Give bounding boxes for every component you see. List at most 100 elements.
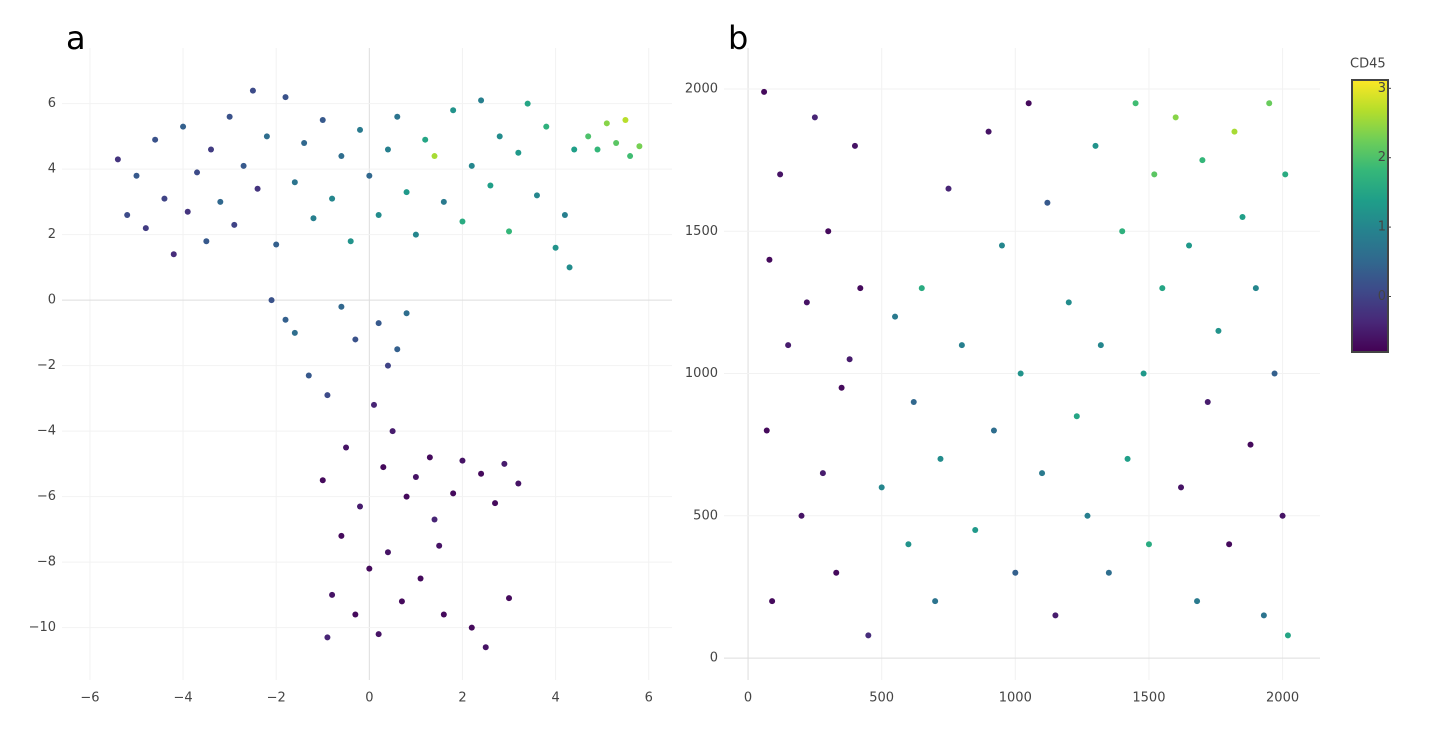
point [622, 117, 629, 124]
point [291, 329, 298, 336]
point [851, 142, 858, 149]
y-tick-label: −10 [29, 620, 56, 635]
point [450, 107, 457, 114]
point [403, 310, 410, 317]
point [338, 532, 345, 539]
point [184, 208, 191, 215]
x-tick-label: 1500 [1132, 691, 1165, 706]
point [329, 591, 336, 598]
point [142, 225, 149, 232]
point [389, 428, 396, 435]
y-tick-label: 1000 [685, 366, 718, 381]
point [487, 182, 494, 189]
x-tick-label: 2 [458, 691, 466, 706]
point [1119, 228, 1126, 235]
point [1025, 100, 1032, 107]
point [478, 470, 485, 477]
point [329, 195, 336, 202]
point [478, 97, 485, 104]
point [482, 644, 489, 651]
x-tick-label: −4 [173, 691, 192, 706]
point [124, 212, 131, 219]
point [1132, 100, 1139, 107]
colorbar-tick-label: 0 [1378, 289, 1386, 304]
point [1284, 632, 1291, 639]
point [492, 500, 499, 507]
point [440, 611, 447, 618]
point [338, 303, 345, 310]
point [450, 490, 457, 497]
point [366, 172, 373, 179]
point [803, 299, 810, 306]
panel-label: a [66, 19, 86, 57]
point [426, 454, 433, 461]
point [440, 198, 447, 205]
point [627, 153, 634, 160]
y-tick-label: 2000 [685, 81, 718, 96]
point [878, 484, 885, 491]
point [958, 342, 965, 349]
point [301, 139, 308, 146]
point [1247, 441, 1254, 448]
point [1172, 114, 1179, 121]
point [1065, 299, 1072, 306]
point [282, 316, 289, 323]
point [394, 346, 401, 353]
point [347, 238, 354, 245]
point [566, 264, 573, 271]
point [1052, 612, 1059, 619]
point [561, 212, 568, 219]
point [571, 146, 578, 153]
point [865, 632, 872, 639]
point [785, 342, 792, 349]
point [905, 541, 912, 548]
point [1084, 512, 1091, 519]
point [613, 139, 620, 146]
point [436, 542, 443, 549]
panel-label: b [728, 19, 748, 57]
point [552, 244, 559, 251]
point [972, 527, 979, 534]
point [352, 611, 359, 618]
point [603, 120, 610, 127]
point [398, 598, 405, 605]
point [766, 256, 773, 263]
point [1124, 455, 1131, 462]
point [798, 512, 805, 519]
point [533, 192, 540, 199]
point [846, 356, 853, 363]
point [375, 631, 382, 638]
point [1012, 569, 1019, 576]
point [114, 156, 121, 163]
point [506, 595, 513, 602]
point [506, 228, 513, 235]
point [459, 457, 466, 464]
point [254, 185, 261, 192]
point [910, 398, 917, 405]
point [291, 179, 298, 186]
x-tick-label: 2000 [1266, 691, 1299, 706]
point [1017, 370, 1024, 377]
point [1186, 242, 1193, 249]
point [468, 624, 475, 631]
point [892, 313, 899, 320]
point [857, 285, 864, 292]
point [394, 113, 401, 120]
point [1194, 598, 1201, 605]
point [180, 123, 187, 130]
point [1044, 199, 1051, 206]
point [352, 336, 359, 343]
point [1151, 171, 1158, 178]
point [1105, 569, 1112, 576]
point [403, 189, 410, 196]
colorbar-tick-label: 2 [1378, 150, 1386, 165]
point [998, 242, 1005, 249]
point [422, 136, 429, 143]
point [338, 153, 345, 160]
point [1215, 327, 1222, 334]
x-tick-label: −2 [267, 691, 286, 706]
point [1092, 142, 1099, 149]
point [431, 153, 438, 160]
point [769, 598, 776, 605]
point [594, 146, 601, 153]
